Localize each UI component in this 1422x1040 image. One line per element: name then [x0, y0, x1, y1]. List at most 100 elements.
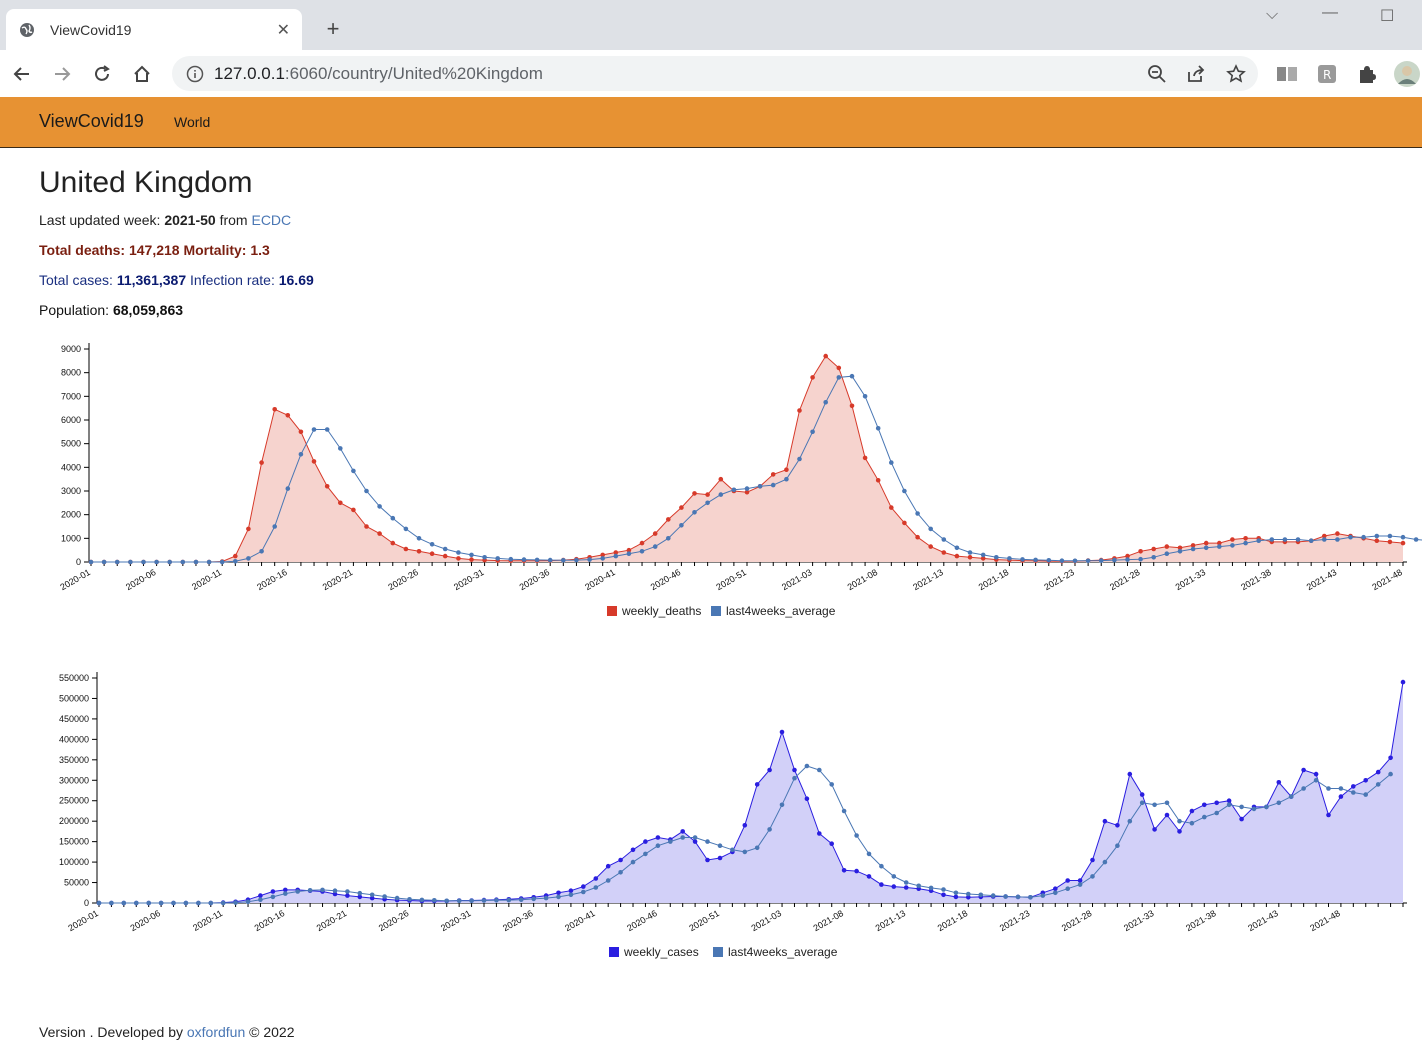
legend-label: weekly_deaths [621, 604, 701, 618]
data-point [626, 551, 632, 556]
forward-button[interactable] [50, 62, 74, 86]
data-point [779, 729, 785, 735]
data-point [717, 855, 723, 861]
series-line-weekly_cases [99, 682, 1404, 904]
data-point [797, 408, 802, 413]
x-tick-label: 2020-21 [315, 908, 349, 933]
footer: Version . Developed by oxfordfun © 2022 [39, 1024, 295, 1040]
data-point [605, 863, 611, 869]
data-point [1102, 859, 1108, 865]
data-point [742, 849, 748, 855]
data-point [1388, 755, 1393, 761]
data-point [270, 889, 276, 894]
data-point [531, 896, 536, 902]
data-point [889, 460, 894, 465]
browser-tabbar: ViewCovid19 ✕ + ⌵ — ☐ [0, 0, 1422, 50]
deaths-label: Total deaths: [39, 242, 129, 258]
ecdc-link[interactable]: ECDC [251, 212, 292, 228]
brand-link[interactable]: ViewCovid19 [39, 111, 144, 131]
data-point [469, 552, 474, 558]
data-point [902, 488, 907, 494]
extensions-puzzle-icon[interactable] [1356, 63, 1378, 85]
data-point [770, 472, 776, 477]
browser-tab[interactable]: ViewCovid19 ✕ [6, 9, 302, 50]
y-tick-label: 400000 [59, 734, 89, 744]
data-point [1189, 808, 1195, 814]
data-point [481, 898, 487, 903]
data-point [1348, 534, 1353, 540]
data-point [875, 426, 881, 431]
data-point [444, 898, 450, 904]
profile-avatar-icon[interactable] [1393, 60, 1421, 88]
x-tick-label: 2021-48 [1370, 567, 1404, 592]
data-point [171, 900, 176, 906]
oxfordfun-link[interactable]: oxfordfun [186, 1024, 246, 1040]
app-navbar: ViewCovid19 World [0, 97, 1422, 148]
minimize-icon[interactable]: — [1322, 4, 1338, 21]
y-tick-label: 5000 [61, 439, 81, 449]
data-point [469, 557, 474, 562]
y-tick-label: 0 [76, 557, 81, 567]
extension-r-icon[interactable]: R [1316, 63, 1338, 85]
data-point [829, 782, 834, 787]
data-point [605, 878, 611, 883]
data-point [1282, 537, 1288, 542]
data-point [1214, 810, 1219, 816]
x-tick-label: 2021-03 [749, 908, 783, 933]
data-point [1230, 543, 1235, 548]
data-point [1214, 800, 1219, 806]
home-button[interactable] [130, 62, 154, 86]
data-point [574, 557, 579, 563]
data-point [1264, 804, 1269, 810]
data-point [1046, 558, 1052, 563]
data-point [416, 549, 422, 554]
data-point [1112, 557, 1117, 563]
data-point [1363, 778, 1368, 783]
back-button[interactable] [10, 62, 34, 86]
y-tick-label: 300000 [59, 775, 89, 785]
data-point [1090, 857, 1095, 863]
chevron-down-icon[interactable]: ⌵ [1266, 6, 1279, 23]
info-icon[interactable] [186, 65, 204, 83]
zoom-icon[interactable] [1146, 63, 1168, 85]
data-point [705, 857, 710, 863]
data-point [1177, 818, 1182, 824]
data-point [518, 897, 524, 902]
data-point [626, 547, 632, 553]
y-tick-label: 4000 [61, 462, 81, 472]
x-tick-label: 2020-41 [563, 908, 597, 933]
url-text[interactable]: 127.0.0.1:6060/country/United%20Kingdom [214, 64, 543, 84]
data-point [1217, 540, 1222, 546]
legend-label: last4weeks_average [728, 945, 838, 959]
x-tick-label: 2020-01 [66, 908, 100, 933]
x-tick-label: 2021-13 [874, 908, 908, 933]
reading-list-icon[interactable] [1276, 63, 1298, 85]
data-point [954, 545, 960, 551]
data-point [482, 555, 487, 560]
data-point [679, 523, 684, 528]
maximize-icon[interactable]: ☐ [1380, 8, 1395, 25]
data-point [1189, 820, 1195, 826]
data-point [407, 897, 412, 902]
data-point [1164, 812, 1170, 818]
data-point [941, 887, 946, 892]
reload-button[interactable] [90, 62, 114, 86]
data-point [1090, 874, 1095, 879]
data-point [442, 553, 448, 559]
data-point [88, 559, 94, 565]
x-tick-label: 2021-33 [1174, 567, 1208, 592]
x-tick-label: 2020-11 [191, 908, 224, 933]
address-bar[interactable]: 127.0.0.1:6060/country/United%20Kingdom [172, 56, 1258, 91]
data-point [338, 446, 343, 451]
data-point [429, 542, 435, 547]
data-point [978, 892, 984, 898]
bookmark-star-icon[interactable] [1225, 63, 1247, 85]
new-tab-button[interactable]: + [326, 16, 340, 41]
globe-icon [18, 21, 36, 39]
share-icon[interactable] [1185, 63, 1207, 85]
data-point [618, 857, 623, 863]
data-point [1003, 894, 1008, 899]
nav-world-link[interactable]: World [174, 114, 211, 130]
close-tab-icon[interactable]: ✕ [276, 21, 290, 39]
data-point [285, 413, 291, 418]
